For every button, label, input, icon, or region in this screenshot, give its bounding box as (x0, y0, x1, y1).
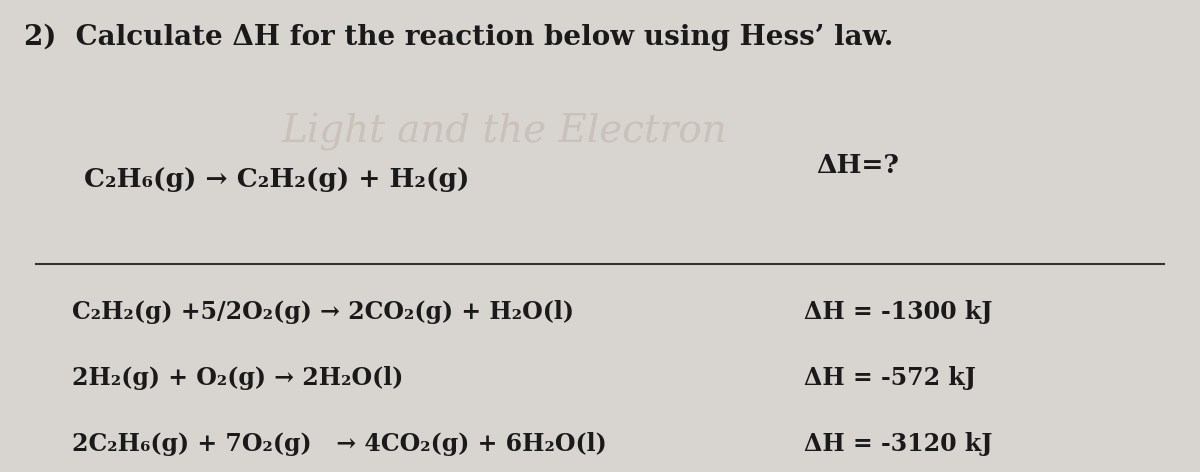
Text: ΔH=?: ΔH=? (816, 153, 899, 177)
Text: ΔH = -3120 kJ: ΔH = -3120 kJ (804, 432, 992, 455)
Text: Light and the Electron: Light and the Electron (281, 113, 727, 151)
Text: 2)  Calculate ΔH for the reaction below using Hess’ law.: 2) Calculate ΔH for the reaction below u… (24, 24, 893, 51)
Text: C₂H₆(g) → C₂H₂(g) + H₂(g): C₂H₆(g) → C₂H₂(g) + H₂(g) (84, 167, 469, 192)
Text: ΔH = -1300 kJ: ΔH = -1300 kJ (804, 300, 992, 323)
Text: 2C₂H₆(g) + 7O₂(g)   → 4CO₂(g) + 6H₂O(l): 2C₂H₆(g) + 7O₂(g) → 4CO₂(g) + 6H₂O(l) (72, 432, 607, 455)
Text: C₂H₂(g) +5/2O₂(g) → 2CO₂(g) + H₂O(l): C₂H₂(g) +5/2O₂(g) → 2CO₂(g) + H₂O(l) (72, 300, 574, 323)
Text: 2H₂(g) + O₂(g) → 2H₂O(l): 2H₂(g) + O₂(g) → 2H₂O(l) (72, 366, 403, 389)
Text: ΔH = -572 kJ: ΔH = -572 kJ (804, 366, 976, 389)
